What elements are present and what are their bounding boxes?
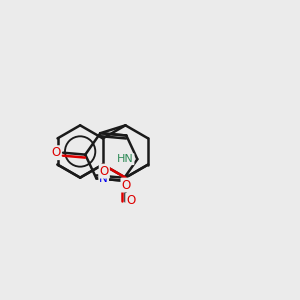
Text: O: O — [126, 194, 135, 207]
Text: N: N — [99, 172, 108, 185]
Text: O: O — [122, 178, 131, 192]
Text: HN: HN — [117, 154, 134, 164]
Text: O: O — [100, 165, 109, 178]
Text: O: O — [51, 146, 60, 159]
